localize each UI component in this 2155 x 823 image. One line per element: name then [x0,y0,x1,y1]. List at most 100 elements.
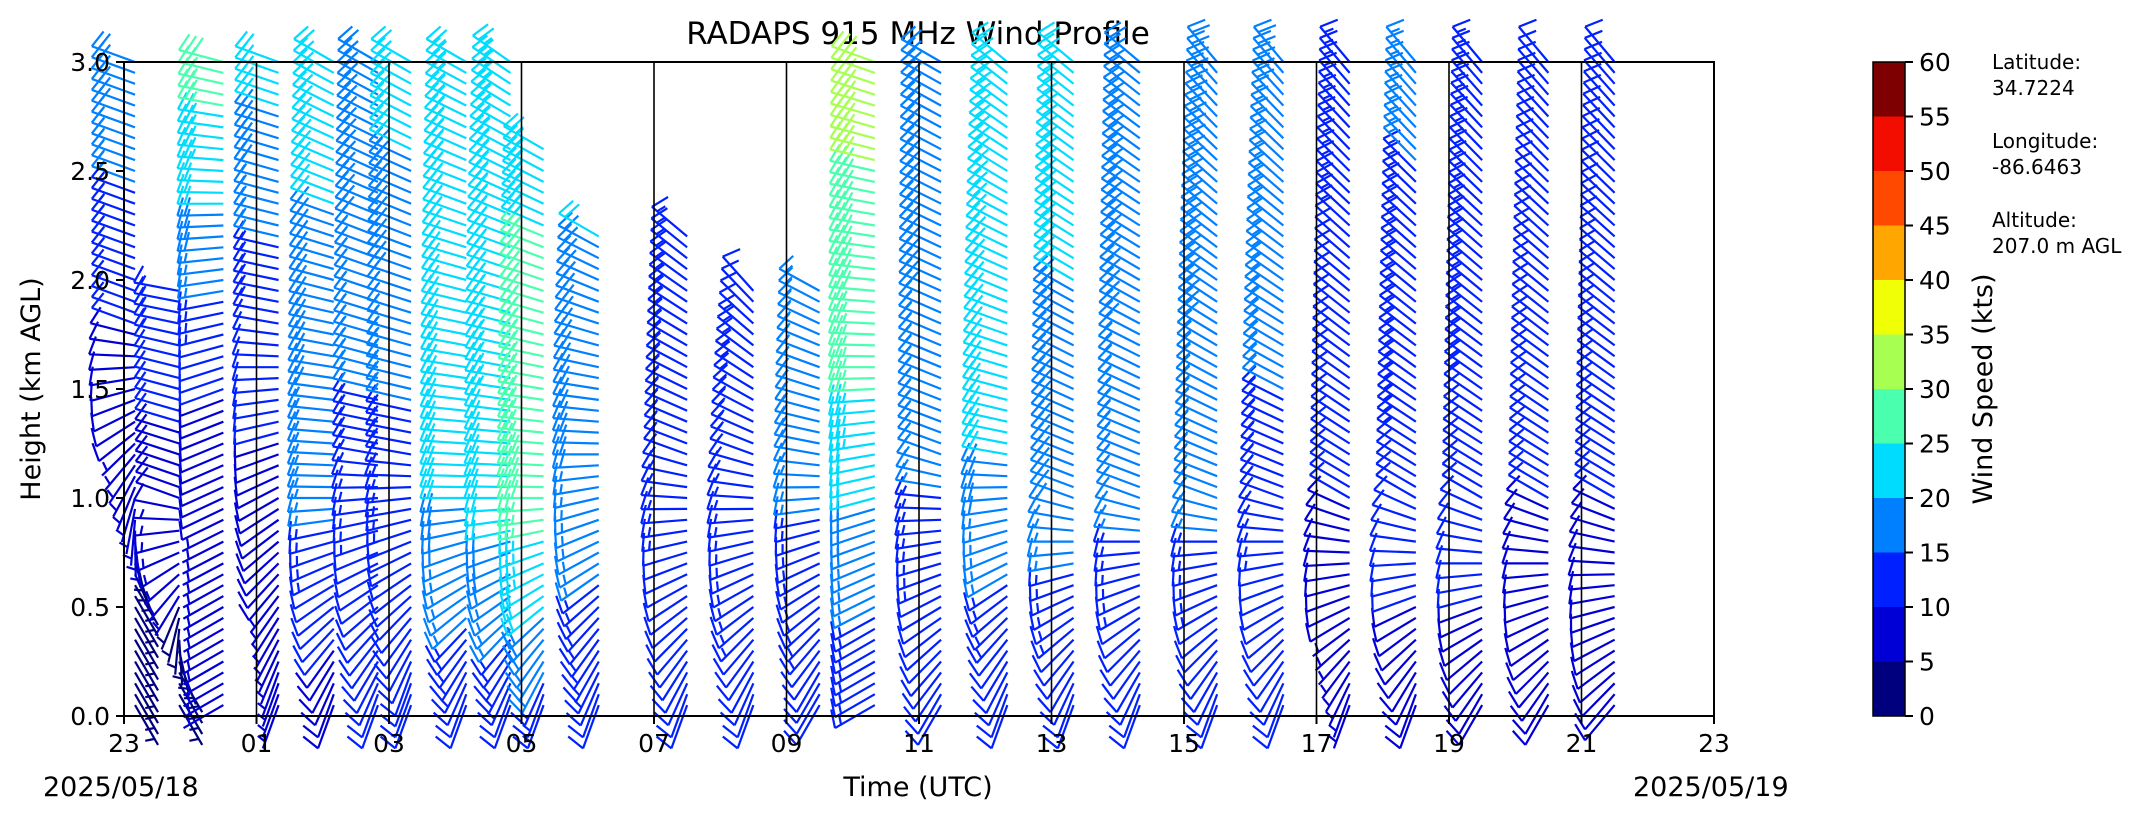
barb-shaft [308,660,335,702]
barb-flag [335,632,347,651]
barb-shaft [287,439,334,445]
barb-half-flag [718,621,724,631]
barb-flag [1385,18,1405,28]
wind-barb [425,25,467,63]
barb-half-flag [340,225,349,235]
barb-flag [432,711,449,727]
barb-flag [336,92,352,108]
wind-barb [419,342,467,369]
barb-half-flag [109,502,118,512]
barb-half-flag [478,329,485,340]
barb-flag [240,77,254,94]
barb-half-flag [1324,27,1334,34]
barb-flag [465,590,473,610]
barb-half-flag [1177,504,1185,514]
barb-shaft [961,459,1008,467]
barb-shaft [899,193,942,216]
barb-half-flag [1244,504,1251,514]
barb-shaft [899,126,942,151]
barb-flag [183,92,195,111]
wind-barb [419,399,467,423]
barb-flag [470,445,480,464]
wind-barb [182,649,224,675]
wind-barb [366,562,412,588]
barb-half-flag [435,162,444,171]
barb-half-flag [186,682,191,693]
barb-flag [346,724,363,739]
barb-shaft [1098,323,1141,347]
barb-half-flag [190,102,198,112]
barb-half-flag [566,637,574,648]
wind-barb [90,281,136,314]
barb-shaft [900,104,942,129]
wind-barb [134,617,159,659]
wind-barb [1314,206,1351,249]
barb-flag [419,479,428,499]
wind-barb [178,453,224,474]
wind-barb [288,534,335,555]
barb-half-flag [841,290,848,300]
barb-half-flag [145,639,155,644]
barb-half-flag [97,116,106,126]
barb-half-flag [97,193,106,202]
barb-shaft [288,347,334,358]
barb-flag [176,91,188,110]
barb-shaft [1437,595,1483,610]
barb-shaft [242,540,280,573]
barb-shaft [239,507,280,535]
barb-flag [293,25,309,40]
barb-shaft [90,387,136,402]
barb-flag [241,33,255,50]
wind-barb [237,573,280,609]
barb-half-flag [293,488,299,499]
barb-shaft [774,433,820,445]
wind-barb [178,350,224,371]
barb-shaft [89,337,136,347]
barb-flag [463,445,473,464]
barb-shaft [778,573,821,598]
barb-shaft [335,551,379,572]
barb-shaft [420,439,467,445]
barb-flag [331,429,343,447]
barb-flag [1253,18,1272,28]
barb-shaft [1101,132,1141,161]
barb-shaft [828,308,875,314]
barb-flag [290,617,300,637]
wind-barb [90,420,136,448]
barb-half-flag [190,125,197,135]
wind-barb [134,445,180,478]
barb-shaft [95,420,136,448]
barb-half-flag [782,583,787,594]
barb-flag [300,711,316,727]
barb-half-flag [779,478,785,488]
barb-half-flag [838,660,843,671]
barb-half-flag [1177,532,1183,542]
barb-half-flag [1177,560,1182,571]
barb-flag [368,609,378,628]
barb-half-flag [558,471,564,481]
wind-barb [827,360,875,381]
barb-shaft [1237,510,1284,521]
barb-shaft [1437,517,1483,532]
barb-half-flag [435,173,444,183]
barb-flag [90,270,105,287]
wind-barb [1381,184,1417,227]
barb-shaft [91,285,136,303]
wind-barb [176,256,224,276]
barb-flag [287,331,299,350]
barb-shaft [828,297,875,303]
barb-half-flag [239,218,247,228]
barb-shaft [232,353,279,358]
barb-flag [234,527,242,547]
barb-half-flag [477,375,485,385]
barb-shaft [1375,616,1417,643]
barb-shaft [1242,606,1284,631]
wind-barb [302,704,335,750]
barb-flag [427,672,441,689]
barb-shaft [899,171,942,194]
barb-shaft [388,650,413,692]
barb-half-flag [720,647,727,658]
barb-flag [426,343,438,362]
barb-half-flag [838,638,843,649]
barb-shaft [645,344,688,369]
